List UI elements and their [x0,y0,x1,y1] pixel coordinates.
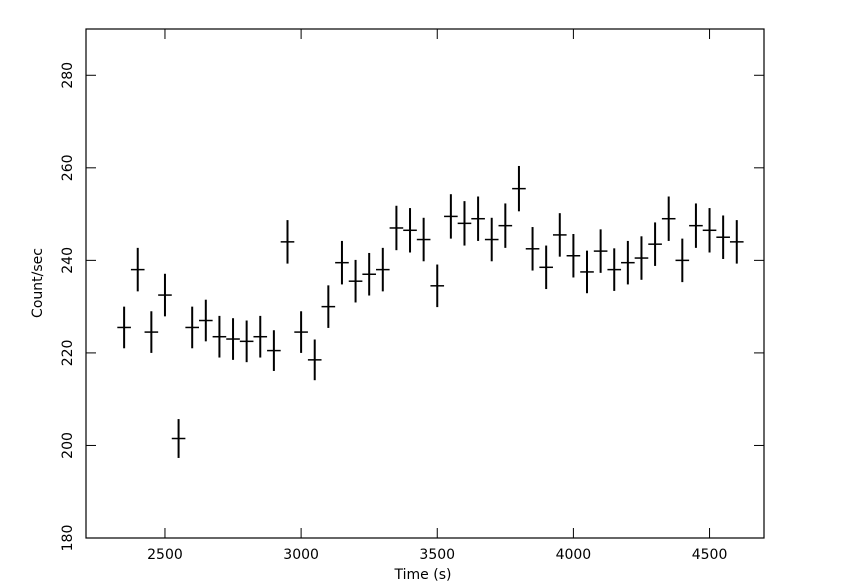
y-tick-label: 180 [60,525,76,552]
x-tick-label: 4500 [692,547,728,563]
y-tick-label: 220 [60,340,76,367]
y-axis-label: Count/sec [30,248,46,318]
plot-frame [85,28,765,539]
x-tick-label: 2500 [147,547,183,563]
y-tick-label: 240 [60,247,76,274]
y-tick-label: 200 [60,432,76,459]
y-tick-label: 260 [60,154,76,181]
x-tick-label: 4000 [556,547,592,563]
x-axis-label: Time (s) [394,567,452,583]
x-tick-label: 3000 [283,547,319,563]
y-tick-label: 280 [60,62,76,89]
x-tick-label: 3500 [419,547,455,563]
